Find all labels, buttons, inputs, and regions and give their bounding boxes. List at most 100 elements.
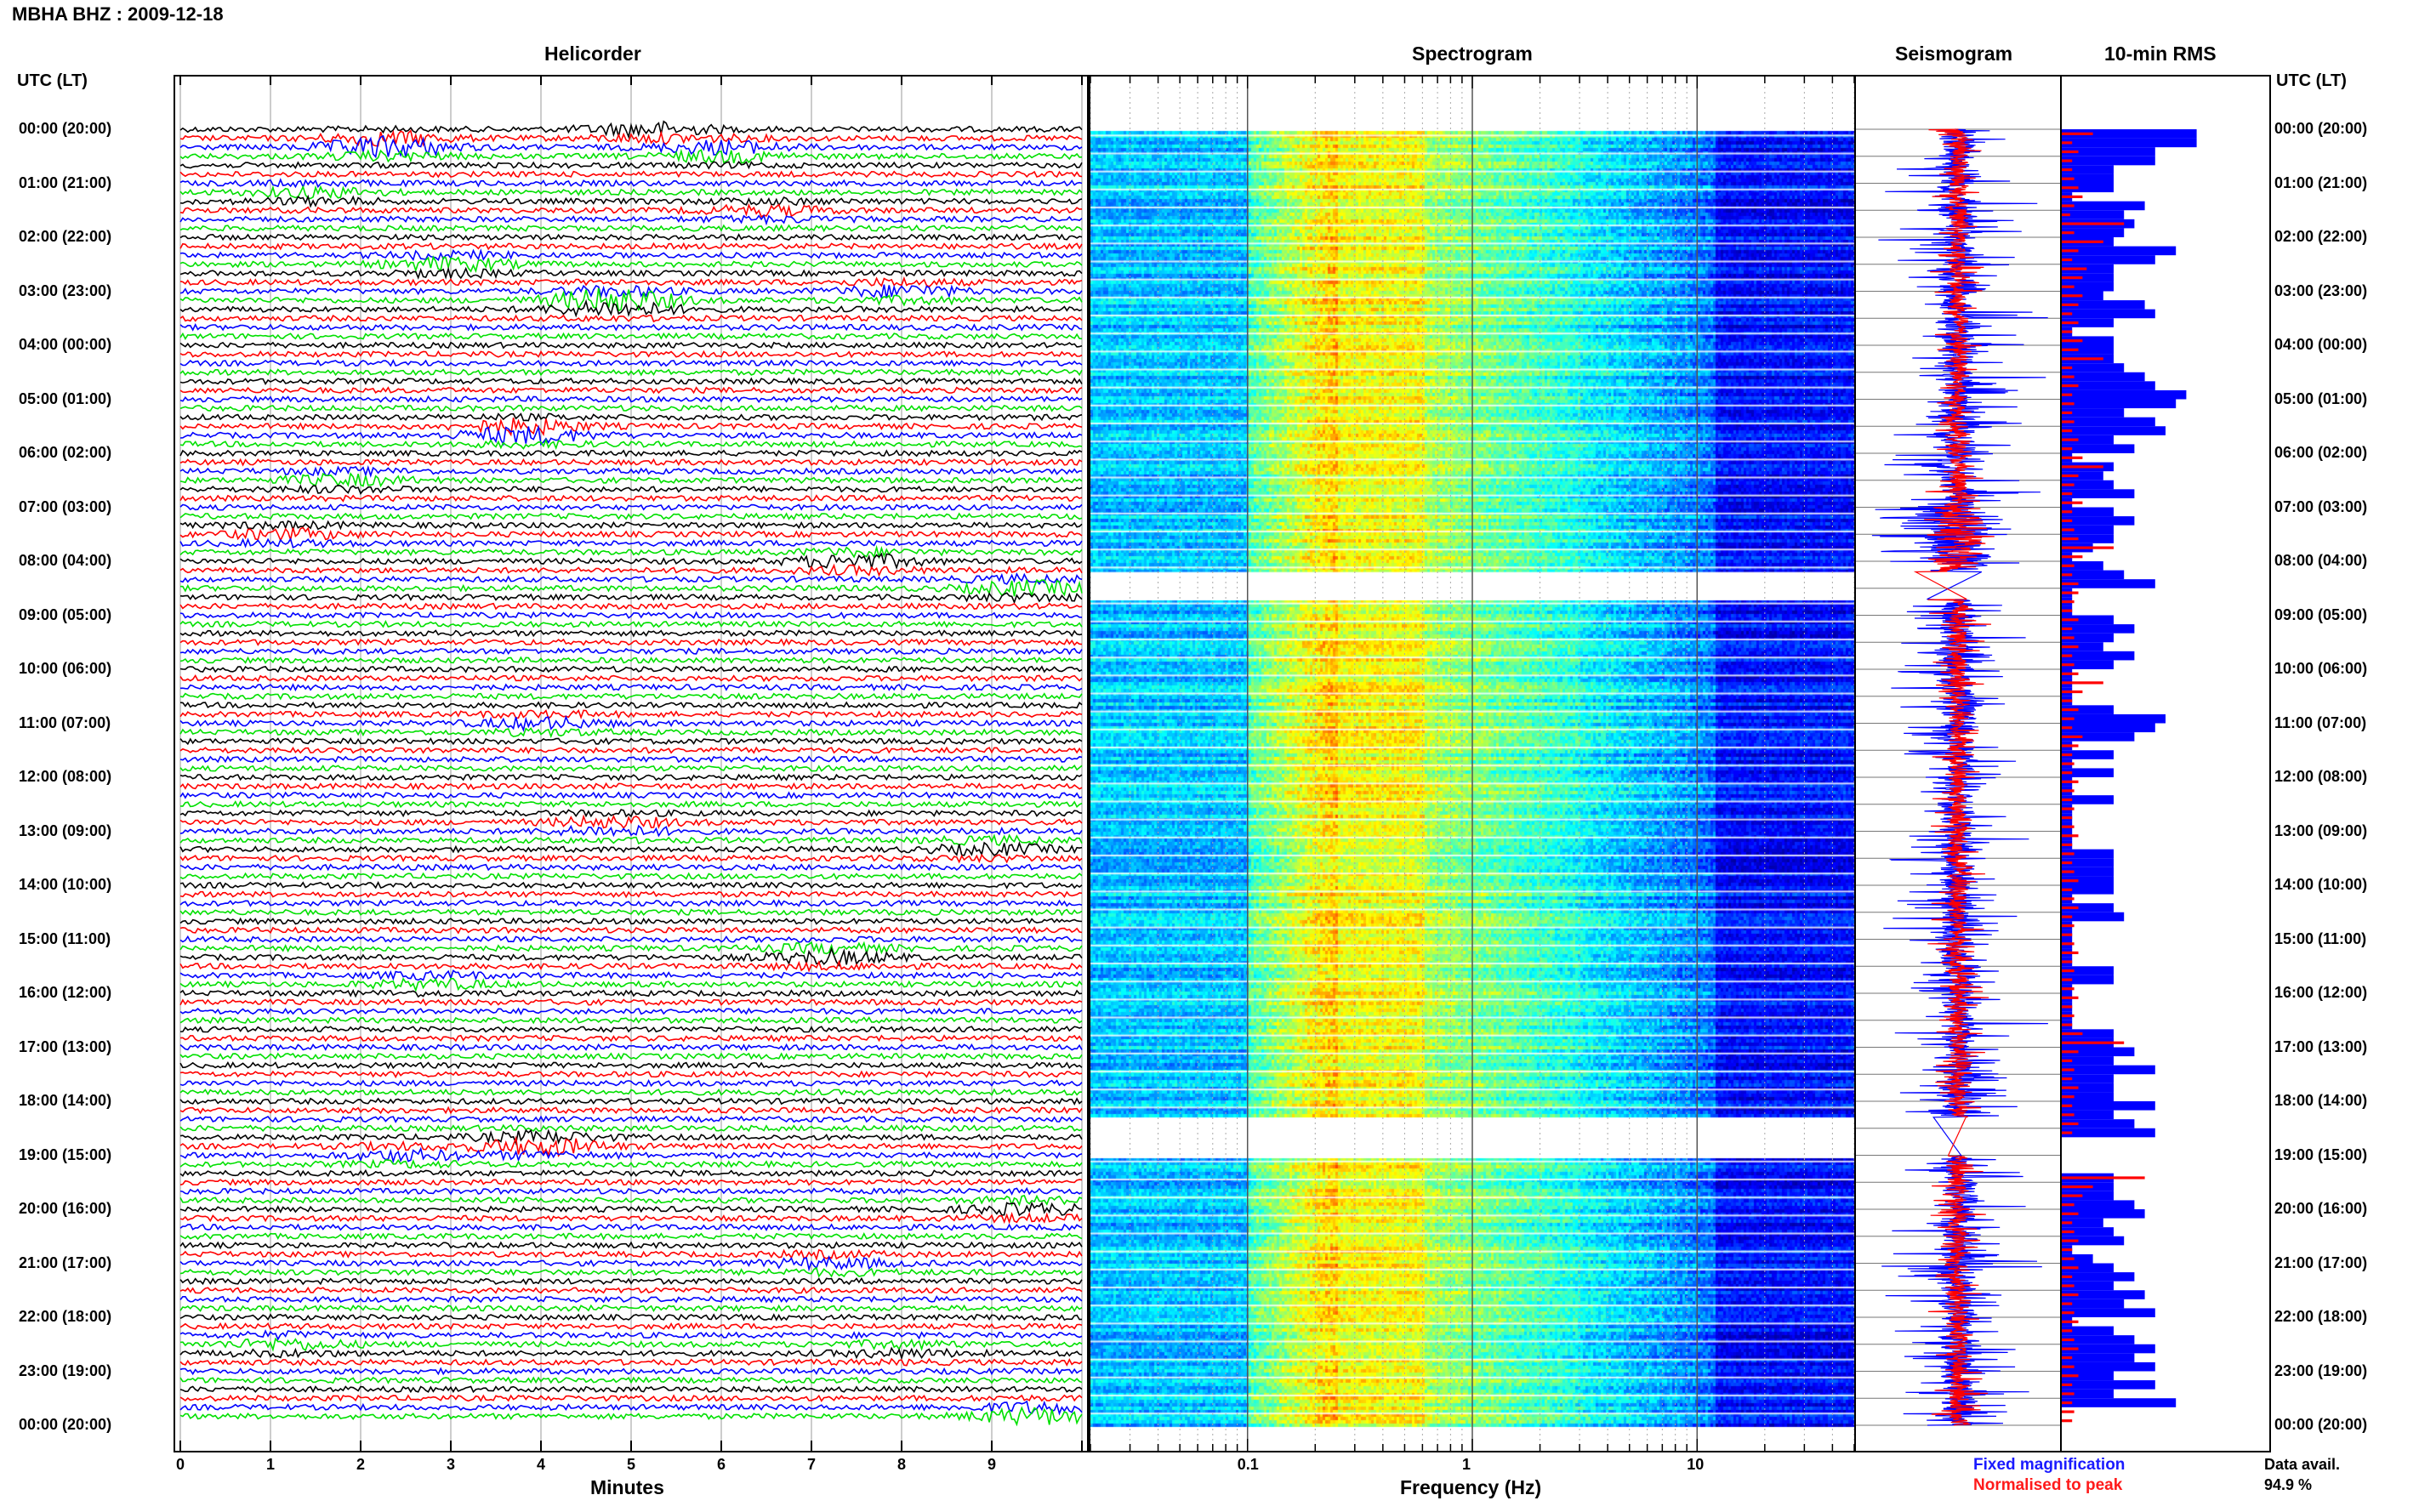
- helicorder-trace: [179, 800, 1083, 809]
- rms-bar-fixed: [2062, 183, 2114, 193]
- helicorder-trace: [179, 1097, 1083, 1106]
- rms-bar-fixed: [2062, 426, 2166, 435]
- rms-bar-fixed: [2062, 1335, 2135, 1344]
- frequency-tick-label: 10: [1687, 1456, 1705, 1473]
- helicorder-trace: [179, 647, 1083, 656]
- rms-bar-normalised: [2062, 294, 2083, 298]
- helicorder-plot: [179, 77, 1083, 1451]
- time-label-right: 17:00 (13:00): [2274, 1037, 2368, 1055]
- rms-bar-fixed: [2062, 1290, 2145, 1299]
- rms-bar-fixed: [2062, 345, 2114, 355]
- time-label-left: 07:00 (03:00): [19, 497, 112, 515]
- time-label-right: 20:00 (16:00): [2274, 1200, 2368, 1217]
- helicorder-trace: [179, 571, 1083, 585]
- rms-bar-normalised: [2062, 573, 2073, 577]
- rms-bar-fixed: [2062, 291, 2103, 301]
- rms-bar-fixed: [2062, 1110, 2114, 1120]
- time-label-right: 09:00 (05:00): [2274, 605, 2368, 623]
- rms-bar-normalised: [2062, 1086, 2079, 1089]
- helicorder-trace: [179, 809, 1083, 818]
- minute-tick-label: 5: [627, 1456, 636, 1473]
- helicorder-trace: [179, 814, 1083, 829]
- rms-bar-normalised: [2062, 1329, 2073, 1333]
- rms-bar-normalised: [2062, 987, 2075, 991]
- time-label-left: 13:00 (09:00): [19, 821, 112, 839]
- rms-bar-normalised: [2062, 699, 2073, 702]
- helicorder-trace: [179, 484, 1083, 495]
- rms-bar-fixed: [2062, 408, 2125, 418]
- helicorder-trace: [179, 1070, 1083, 1079]
- rms-bar-fixed: [2062, 642, 2103, 651]
- helicorder-trace: [179, 412, 1083, 422]
- rms-bar-normalised: [2062, 168, 2073, 172]
- time-label-left: 14:00 (10:00): [19, 876, 112, 893]
- rms-bar-normalised: [2062, 870, 2075, 873]
- rms-bar-normalised: [2062, 438, 2079, 441]
- rms-bar-fixed: [2062, 651, 2135, 661]
- rms-bar-normalised: [2062, 951, 2079, 954]
- rms-bar-fixed: [2062, 713, 2166, 724]
- rms-bar-normalised: [2062, 861, 2073, 865]
- helicorder-trace: [179, 935, 1083, 944]
- time-label-right: 16:00 (12:00): [2274, 984, 2368, 1001]
- helicorder-trace: [179, 701, 1083, 710]
- rms-bar-fixed: [2062, 705, 2114, 714]
- rms-bar-fixed: [2062, 1209, 2145, 1219]
- minute-tick-label: 6: [717, 1456, 726, 1473]
- rms-bar-normalised: [2062, 1176, 2145, 1179]
- rms-bar-normalised: [2062, 564, 2075, 567]
- rms-bar-fixed: [2062, 129, 2197, 139]
- helicorder-trace: [179, 214, 1083, 226]
- helicorder-trace: [179, 969, 1083, 981]
- rms-bar-normalised: [2062, 312, 2073, 315]
- helicorder-trace: [179, 692, 1083, 701]
- time-label-left: 03:00 (23:00): [19, 281, 112, 299]
- rms-bar-fixed: [2062, 300, 2145, 310]
- rms-bar-normalised: [2062, 1356, 2073, 1360]
- rms-bar-normalised: [2062, 1284, 2075, 1287]
- time-label-right: 04:00 (00:00): [2274, 336, 2368, 353]
- helicorder-trace: [179, 472, 1083, 488]
- helicorder-trace: [179, 552, 1083, 571]
- rms-bar-fixed: [2062, 768, 2114, 777]
- helicorder-trace: [179, 1211, 1083, 1225]
- rms-bar-fixed: [2062, 1191, 2114, 1201]
- time-label-right: 00:00 (20:00): [2274, 1416, 2368, 1433]
- rms-bar-normalised: [2062, 1014, 2075, 1018]
- rms-bar-normalised: [2062, 618, 2079, 622]
- data-avail-value: 94.9 %: [2264, 1476, 2313, 1493]
- rms-bar-fixed: [2062, 363, 2125, 372]
- rms-bar-normalised: [2062, 348, 2079, 351]
- time-label-left: 18:00 (14:00): [19, 1092, 112, 1109]
- rms-bar-fixed: [2062, 480, 2114, 490]
- helicorder-trace: [179, 665, 1083, 674]
- rms-bar-normalised: [2062, 1212, 2079, 1215]
- rms-bar-normalised: [2062, 429, 2073, 433]
- rms-bar-normalised: [2062, 1041, 2125, 1044]
- rms-bar-normalised: [2062, 1311, 2075, 1315]
- time-label-left: 19:00 (15:00): [19, 1145, 112, 1163]
- helicorder-trace: [179, 526, 1083, 543]
- rms-bar-fixed: [2062, 1308, 2155, 1317]
- helicorder-trace: [179, 727, 1083, 739]
- rms-bar-normalised: [2062, 852, 2075, 855]
- helicorder-trace: [179, 674, 1083, 683]
- rms-bar-fixed: [2062, 561, 2103, 571]
- rms-bar-fixed: [2062, 201, 2145, 211]
- rms-bar-fixed: [2062, 534, 2114, 543]
- rms-bar-fixed: [2062, 1029, 2114, 1038]
- helicorder-trace: [179, 917, 1083, 925]
- rms-bar-normalised: [2062, 762, 2075, 765]
- time-label-right: 03:00 (23:00): [2274, 281, 2368, 299]
- rms-bar-normalised: [2062, 465, 2103, 469]
- rms-bar-fixed: [2062, 1101, 2155, 1111]
- helicorder-trace: [179, 890, 1083, 899]
- time-label-left: 21:00 (17:00): [19, 1253, 112, 1271]
- rms-bar-normalised: [2062, 1203, 2075, 1207]
- helicorder-trace: [179, 520, 1083, 532]
- rms-bar-normalised: [2062, 924, 2075, 928]
- time-label-right: 13:00 (09:00): [2274, 821, 2368, 839]
- rms-bar-fixed: [2062, 858, 2114, 867]
- time-label-right: 23:00 (19:00): [2274, 1361, 2368, 1379]
- time-label-right: 05:00 (01:00): [2274, 389, 2368, 407]
